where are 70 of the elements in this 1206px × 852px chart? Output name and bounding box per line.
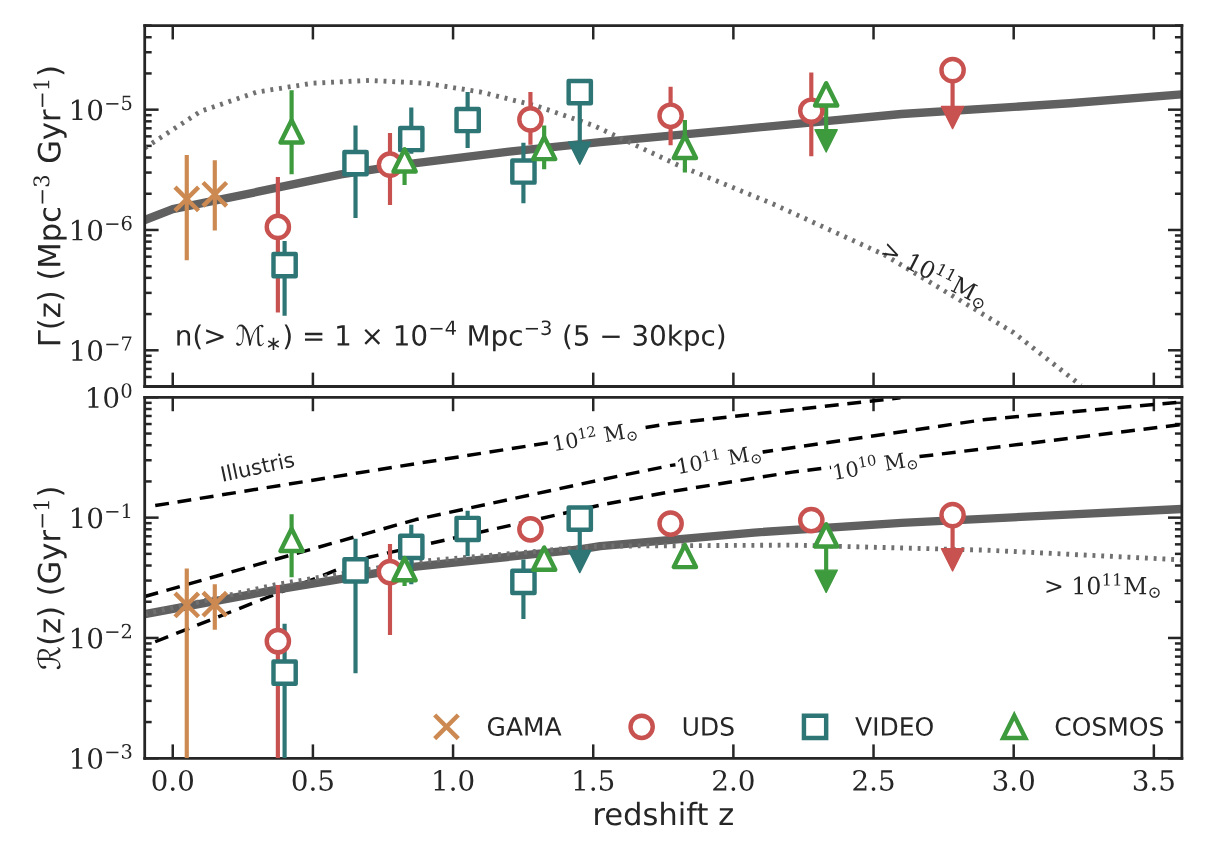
point xyxy=(271,251,298,279)
point xyxy=(940,105,965,130)
y-axis-title: Γ(z) (Mpc$^{−3}$ Gyr$^{−1}$) xyxy=(33,67,67,345)
x-tick-label: 3.0 xyxy=(993,769,1034,791)
point xyxy=(517,515,544,543)
point xyxy=(671,542,699,570)
annotation: n(> ℳ$_{∗}$) = 1 × 10$^{−4}$ Mpc$^{−3}$ (5 − 30kpc) xyxy=(177,320,725,352)
x-tick-label: 0.5 xyxy=(292,769,333,791)
legend-label: UDS xyxy=(683,717,734,736)
point xyxy=(657,510,684,537)
annotation: 10$^{12}$ M$_{⊙}$ xyxy=(552,418,638,455)
point xyxy=(391,147,418,174)
x-tick-label: 3.5 xyxy=(1133,769,1174,791)
legend-label: GAMA xyxy=(487,717,562,736)
point xyxy=(397,533,425,561)
annotation: 10$^{11}$ M$_{⊙}$ xyxy=(677,441,762,477)
point xyxy=(671,133,699,161)
point xyxy=(454,106,481,134)
x-tick-label: 1.5 xyxy=(574,769,614,791)
point xyxy=(939,56,966,84)
annotation: > 10$^{11}$M$_{⊙}$ xyxy=(1046,573,1160,598)
legend-label: COSMOS xyxy=(1055,717,1163,736)
point xyxy=(797,506,825,534)
point xyxy=(397,125,425,153)
point xyxy=(939,501,966,529)
line-series xyxy=(144,77,1084,387)
x-tick-label: 1.0 xyxy=(434,769,474,791)
point xyxy=(812,521,840,549)
annotation: 10$^{10}$ M$_{⊙}$ xyxy=(833,447,918,483)
point xyxy=(814,569,838,594)
x-tick-label: 0.0 xyxy=(152,769,193,791)
point xyxy=(940,548,965,572)
point xyxy=(200,180,229,209)
y-tick-label: 10$^{−3}$ xyxy=(72,744,132,770)
point xyxy=(342,556,369,584)
point xyxy=(278,526,305,554)
y-tick-label: 10$^{−1}$ xyxy=(72,503,131,529)
point xyxy=(567,141,592,165)
point xyxy=(657,102,684,130)
legend-label: VIDEO xyxy=(855,717,933,736)
y-axis-title: ℛ(z) (Gyr$^{−1}$) xyxy=(33,488,67,670)
point xyxy=(530,545,558,573)
point xyxy=(342,149,369,177)
point xyxy=(264,627,292,655)
y-tick-label: 10$^{−6}$ xyxy=(72,215,132,241)
point xyxy=(517,106,544,133)
point xyxy=(454,515,481,543)
point xyxy=(510,568,537,596)
y-tick-label: 10$^{−2}$ xyxy=(72,623,131,649)
point xyxy=(566,505,594,532)
x-tick-label: 2.5 xyxy=(853,769,894,791)
point xyxy=(264,213,292,241)
point xyxy=(812,81,840,108)
y-tick-label: 10$^{0}$ xyxy=(88,383,132,409)
x-tick-label: 2.0 xyxy=(713,769,754,791)
point xyxy=(566,78,594,106)
point xyxy=(278,118,305,145)
point xyxy=(172,184,201,213)
point xyxy=(814,129,838,153)
point xyxy=(530,134,558,162)
line-series xyxy=(153,422,1182,644)
point xyxy=(391,555,418,583)
point xyxy=(271,659,298,686)
point xyxy=(510,158,537,185)
annotation: > 10$^{11}$M$_{⊙}$ xyxy=(879,236,992,311)
y-tick-label: 10$^{−5}$ xyxy=(72,95,132,121)
point xyxy=(567,549,592,574)
y-tick-label: 10$^{−7}$ xyxy=(72,336,132,362)
x-axis-title: redshift z xyxy=(595,801,733,826)
annotation: Illustris xyxy=(220,450,295,482)
